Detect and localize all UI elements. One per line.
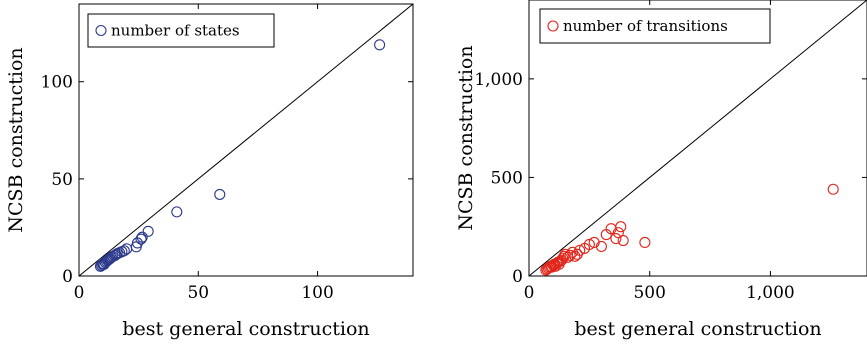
data-point (617, 234, 629, 247)
x-tick-label: 0 (524, 283, 535, 303)
data-point (564, 249, 576, 261)
legend-marker (95, 24, 107, 37)
y-tick-label: 100 (41, 73, 73, 93)
y-tick-label: 1,000 (474, 70, 523, 90)
data-point (142, 225, 154, 237)
data-point (214, 188, 226, 200)
legend: number of transitions (539, 8, 771, 44)
y-axis-label: NCSB construction (455, 45, 477, 230)
plot-1: 0 50 100 0 50 100 best general construction NCS… (5, 3, 414, 340)
data-point (171, 206, 183, 218)
y-tick-label: 0 (62, 267, 73, 287)
x-tick-label: 500 (633, 283, 665, 303)
data-point (583, 238, 595, 251)
data-point (610, 232, 622, 245)
legend-box (87, 13, 275, 48)
legend-label: number of states (111, 22, 240, 40)
y-tick-label: 50 (51, 170, 73, 190)
series-points (540, 183, 839, 276)
data-point (827, 183, 839, 195)
x-axis-label: best general construction (574, 318, 821, 340)
plot-frame (78, 3, 414, 277)
data-point (574, 244, 586, 256)
x-tick-label: 0 (74, 283, 85, 303)
y-axis-label: NCSB construction (5, 47, 27, 232)
legend: number of states (87, 13, 275, 48)
x-tick-label: 100 (301, 283, 333, 303)
y-tick-label: 500 (491, 168, 523, 188)
data-point (136, 231, 148, 243)
x-tick-label: 1,000 (746, 283, 795, 303)
diagonal-line (79, 4, 413, 276)
data-point (615, 221, 627, 233)
legend-marker (547, 20, 559, 32)
data-point (135, 233, 147, 245)
data-point (595, 240, 607, 252)
legend-label: number of transitions (563, 17, 728, 35)
legend-box (539, 8, 771, 44)
plot-2: 0 500 1,000 0 500 1,000 best general construct… (455, 0, 867, 340)
y-tick-label: 0 (512, 267, 523, 287)
diagonal-line (529, 0, 867, 276)
x-tick-label: 50 (187, 283, 209, 303)
data-point (118, 245, 130, 257)
data-point (612, 227, 624, 239)
data-point (374, 39, 386, 51)
x-axis-label: best general construction (122, 318, 369, 340)
data-point (639, 236, 651, 249)
plot-frame (528, 0, 867, 277)
series-points (94, 39, 386, 272)
